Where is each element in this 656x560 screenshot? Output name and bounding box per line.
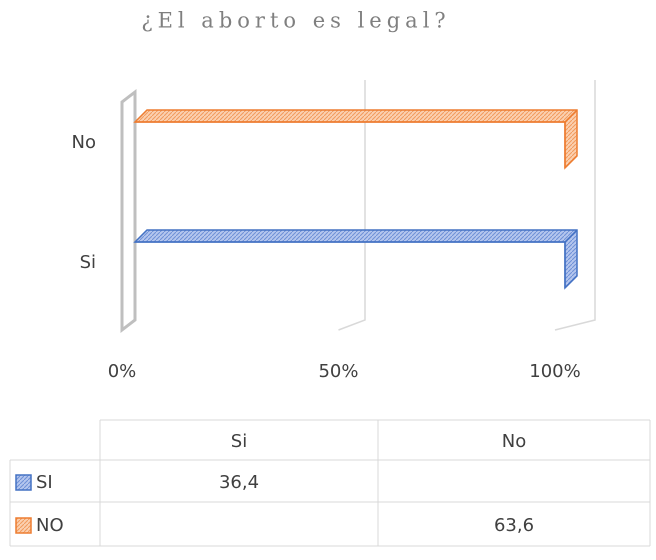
x-tick-label: 0% (108, 361, 137, 382)
bar-edge (135, 109, 578, 168)
table-value: 36,4 (219, 472, 259, 493)
legend-key (15, 474, 32, 491)
bar (133, 229, 578, 290)
y-tick-label: No (72, 132, 96, 153)
x-tick-label: 100% (529, 361, 580, 382)
bar-edge (135, 229, 578, 288)
legend-label: NO (36, 515, 64, 536)
y-tick-label: Si (80, 252, 96, 273)
legend-label: SI (36, 472, 53, 493)
x-tick-label: 50% (318, 361, 358, 382)
grid-line (554, 80, 596, 331)
table-header: No (502, 431, 526, 452)
table-header: Si (231, 431, 247, 452)
bar (133, 109, 578, 170)
chart-title: ¿El aborto es legal? (141, 9, 450, 33)
grid-line (338, 80, 366, 331)
table-value: 63,6 (494, 515, 534, 536)
side-wall (120, 88, 137, 334)
legend-key (15, 517, 32, 534)
